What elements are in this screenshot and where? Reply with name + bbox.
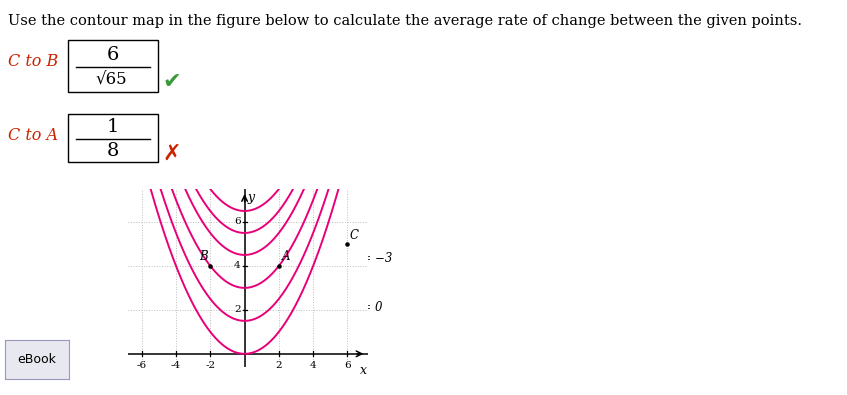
Text: 1: 1 [107,118,119,136]
Text: √65: √65 [95,72,127,89]
Text: 6: 6 [234,218,241,226]
Text: x: x [360,364,367,377]
Text: Use the contour map in the figure below to calculate the average rate of change : Use the contour map in the figure below … [8,14,802,28]
Text: 2: 2 [275,361,282,370]
Text: y: y [247,191,254,204]
Text: C: C [349,235,358,248]
Text: 4: 4 [234,261,241,271]
Text: -6: -6 [136,361,147,370]
Text: C to B: C to B [8,53,58,70]
Text: C: C [349,229,358,242]
Text: c = 0: c = 0 [352,301,383,314]
Text: eBook: eBook [18,353,56,366]
Text: -4: -4 [171,361,181,370]
Text: 6: 6 [344,361,351,370]
Text: C to A: C to A [8,128,58,145]
FancyBboxPatch shape [68,40,158,92]
Text: B: B [199,250,208,263]
Text: 4: 4 [310,361,317,370]
Text: -2: -2 [205,361,215,370]
Text: 6: 6 [107,45,119,64]
Text: 2: 2 [234,305,241,314]
Text: A: A [281,250,290,263]
Text: 8: 8 [107,143,119,160]
Text: c = −3: c = −3 [352,252,393,265]
Text: ✗: ✗ [163,144,181,164]
Text: ✔: ✔ [163,72,181,92]
FancyBboxPatch shape [68,114,158,162]
